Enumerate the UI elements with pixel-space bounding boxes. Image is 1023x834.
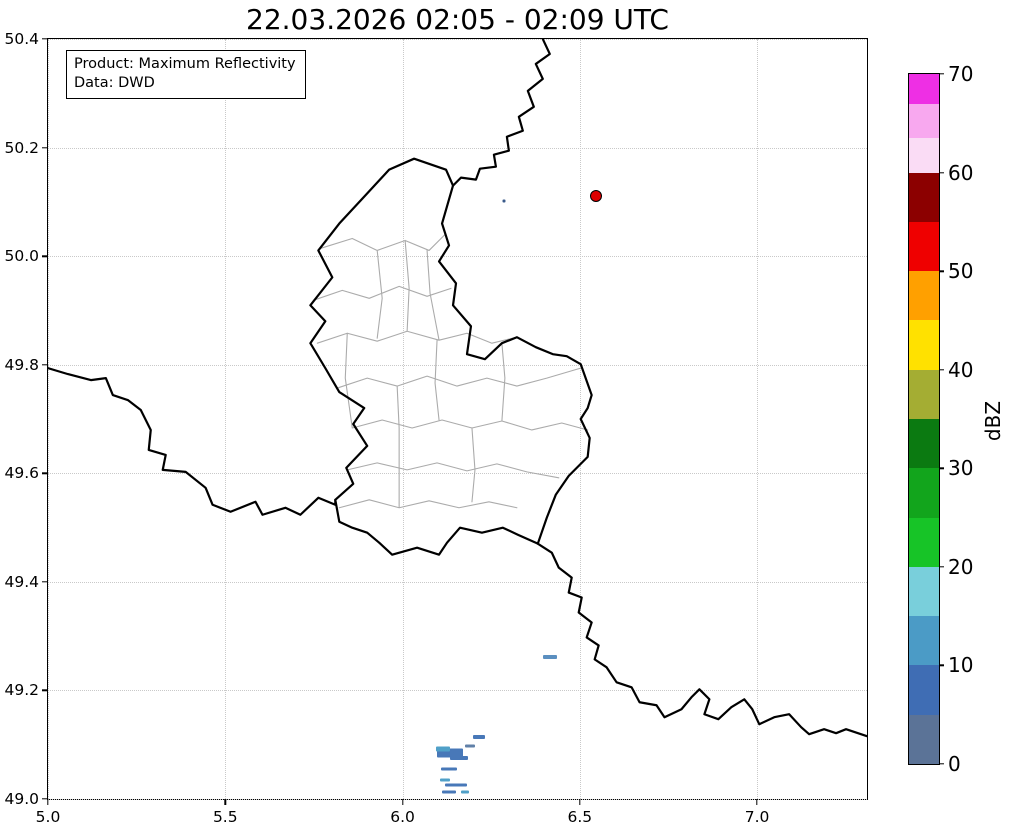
y-tick-label: 50.2	[4, 138, 39, 157]
x-tick-mark	[756, 799, 758, 805]
belgium-germany-border	[451, 39, 551, 187]
radar-echo	[444, 783, 467, 787]
y-tick-label: 49.0	[4, 790, 39, 808]
colorbar-tick-mark	[939, 171, 944, 174]
colorbar-tick-mark	[939, 763, 944, 765]
colorbar-segment	[909, 566, 939, 617]
y-tick-mark	[42, 364, 48, 366]
colorbar-segment	[909, 138, 939, 173]
y-tick-mark	[42, 581, 48, 583]
colorbar-segment	[909, 468, 939, 518]
x-tick-label: 7.0	[744, 808, 770, 826]
colorbar-segment	[909, 418, 939, 469]
colorbar-tick-label: 30	[948, 456, 974, 481]
plot-area: Product: Maximum Reflectivity Data: DWD …	[4, 30, 868, 826]
colorbar-tick-label: 70	[948, 62, 974, 86]
colorbar-tick-mark	[939, 467, 944, 469]
france-germany-border	[536, 542, 867, 738]
colorbar-segment	[909, 221, 939, 272]
colorbar-ticks: 0 10 20 30 40 50 60 70	[909, 62, 973, 776]
x-tick-mark	[224, 799, 226, 805]
colorbar-tick-mark	[939, 73, 944, 75]
colorbar-tick-label: 50	[948, 259, 974, 284]
colorbar-segment	[909, 320, 939, 370]
radar-echo	[472, 734, 485, 739]
x-tick-mark	[47, 799, 49, 805]
y-tick-label: 49.6	[4, 464, 39, 483]
radar-echo	[542, 654, 557, 659]
radar-echo	[437, 748, 464, 758]
radar-echo	[440, 778, 451, 782]
y-tick-label: 49.4	[4, 572, 39, 591]
x-tick-label: 5.5	[212, 808, 238, 826]
radar-echo	[460, 790, 469, 794]
x-tick-mark	[579, 799, 581, 805]
colorbar-segment	[909, 517, 939, 567]
district-borders	[312, 233, 589, 509]
colorbar-tick-label: 40	[948, 357, 974, 382]
y-tick-label: 49.8	[4, 355, 39, 374]
colorbar-tick-label: 60	[948, 160, 974, 185]
radar-echo	[464, 744, 475, 748]
y-tick-mark	[42, 146, 48, 149]
radar-echo	[440, 767, 457, 771]
info-box: Product: Maximum Reflectivity Data: DWD	[66, 50, 306, 99]
x-tick-label: 5.0	[35, 808, 61, 826]
colorbar-segment	[909, 714, 939, 764]
info-source-line: Data: DWD	[74, 74, 155, 91]
radar-echo	[450, 756, 469, 761]
y-tick-label: 50.4	[4, 30, 39, 48]
colorbar-segment	[909, 172, 939, 222]
colorbar-segment	[909, 103, 939, 139]
colorbar-segment	[909, 665, 939, 715]
colorbar-segments	[909, 74, 939, 764]
radar-echo	[436, 746, 451, 752]
colorbar-tick-label: 0	[948, 752, 961, 776]
colorbar-tick-label: 10	[948, 653, 974, 678]
x-tick-label: 6.5	[567, 808, 593, 826]
france-belgium-border	[48, 367, 337, 516]
colorbar-segment	[909, 616, 939, 666]
colorbar-tick-mark	[939, 369, 944, 371]
radar-echo	[441, 790, 456, 794]
y-tick-label: 50.0	[4, 247, 39, 266]
y-tick-mark	[42, 798, 48, 800]
radar-echo-layer	[48, 39, 867, 799]
colorbar-label: dBZ	[981, 400, 1005, 442]
y-tick-mark	[42, 255, 48, 257]
colorbar-tick-mark	[939, 664, 944, 667]
y-tick-mark	[42, 689, 48, 692]
radar-echo	[502, 199, 506, 203]
y-tick-mark	[42, 38, 48, 40]
radar-station-marker	[589, 190, 602, 203]
country-borders	[48, 39, 867, 738]
colorbar-segment	[909, 271, 939, 321]
x-tick-label: 6.0	[390, 808, 415, 826]
luxembourg-border	[309, 157, 593, 556]
map-svg	[48, 39, 867, 738]
y-tick-mark	[42, 472, 48, 474]
colorbar-segment	[909, 369, 939, 419]
figure-title: 22.03.2026 02:05 - 02:09 UTC	[246, 3, 669, 36]
colorbar-segment	[909, 74, 939, 104]
info-product-line: Product: Maximum Reflectivity	[74, 56, 296, 72]
colorbar-tick-mark	[939, 566, 944, 568]
colorbar-tick-label: 20	[948, 554, 974, 579]
x-tick-mark	[401, 799, 404, 805]
gridline-horizontal	[48, 799, 867, 800]
y-tick-label: 49.2	[4, 681, 39, 700]
district-border-lines	[312, 233, 589, 509]
colorbar: 0 10 20 30 40 50 60 70	[908, 62, 973, 776]
colorbar-tick-mark	[939, 270, 944, 272]
